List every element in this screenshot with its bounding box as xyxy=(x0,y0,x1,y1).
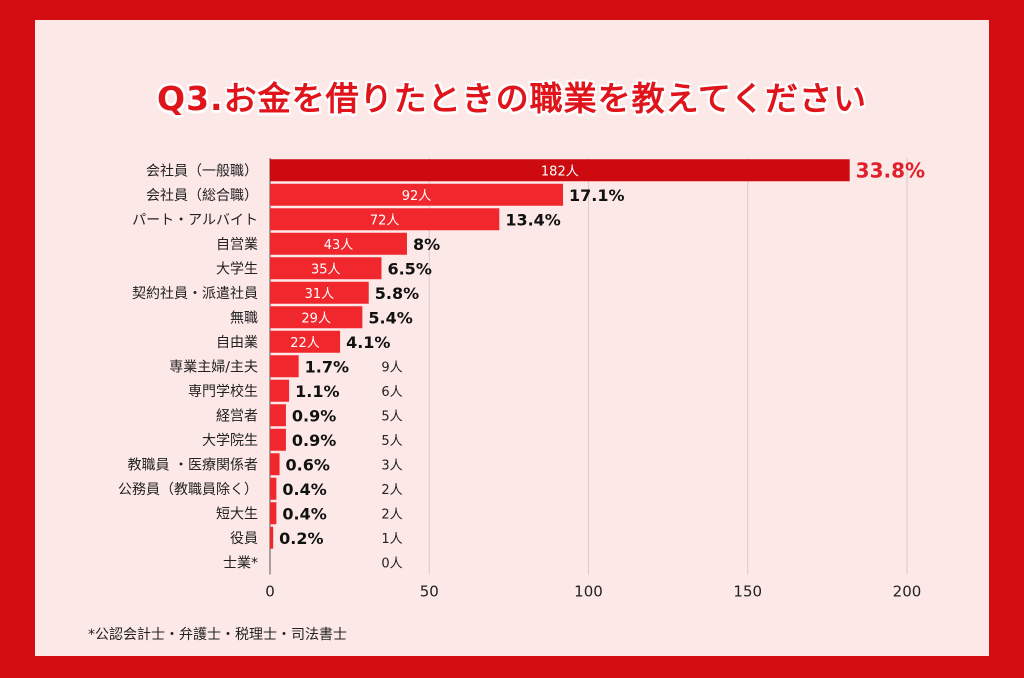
count-label: 31人 xyxy=(305,287,335,302)
percent-label: 5.4% xyxy=(368,308,412,327)
bar xyxy=(270,306,363,329)
x-tick-label: 0 xyxy=(265,583,275,601)
count-label: 3人 xyxy=(381,458,402,473)
bar xyxy=(270,428,286,451)
category-label: 短大生 xyxy=(216,506,258,522)
category-label: 大学生 xyxy=(216,261,258,277)
category-label: 士業* xyxy=(223,555,258,571)
count-label: 1人 xyxy=(381,532,402,547)
category-label: 自由業 xyxy=(216,335,258,351)
category-label: 経営者 xyxy=(216,408,258,424)
count-label: 72人 xyxy=(370,213,400,228)
bar xyxy=(270,526,274,549)
count-label: 6人 xyxy=(381,385,402,400)
category-label: 専業主婦/主夫 xyxy=(169,358,258,375)
percent-label: 8% xyxy=(413,235,440,254)
percent-label: 0.6% xyxy=(286,455,330,474)
percent-label: 1.7% xyxy=(305,357,349,376)
x-tick-label: 150 xyxy=(733,583,762,601)
x-tick-label: 100 xyxy=(574,583,603,601)
percent-label: 13.4% xyxy=(505,210,561,229)
category-label: 会社員（総合職） xyxy=(146,188,258,204)
count-label: 182人 xyxy=(541,164,579,179)
percent-label: 6.5% xyxy=(387,259,431,278)
x-tick-label: 50 xyxy=(420,583,439,601)
count-label: 2人 xyxy=(381,483,402,498)
bar xyxy=(270,379,290,402)
category-label: 自営業 xyxy=(216,237,258,253)
bar xyxy=(270,330,341,353)
count-label: 22人 xyxy=(290,336,320,351)
bar xyxy=(270,502,277,525)
count-label: 92人 xyxy=(402,189,432,204)
count-label: 0人 xyxy=(381,556,402,571)
count-label: 43人 xyxy=(324,238,354,253)
chart-title: Q3.お金を借りたときの職業を教えてください xyxy=(157,79,867,118)
bar xyxy=(270,281,369,304)
bar xyxy=(270,159,850,182)
percent-label: 4.1% xyxy=(346,333,390,352)
category-label: 公務員（教職員除く） xyxy=(118,482,258,498)
percent-label: 0.4% xyxy=(282,480,326,499)
category-label: 会社員（一般職） xyxy=(146,163,258,179)
count-label: 9人 xyxy=(381,360,402,375)
bar xyxy=(270,404,286,427)
percent-label: 1.1% xyxy=(295,382,339,401)
category-label: 役員 xyxy=(230,531,258,547)
category-label: 大学院生 xyxy=(202,433,258,449)
bar xyxy=(270,183,564,206)
percent-label: 33.8% xyxy=(856,158,925,182)
count-label: 5人 xyxy=(381,409,402,424)
count-label: 29人 xyxy=(301,311,331,326)
x-tick-label: 200 xyxy=(893,583,922,601)
chart-panel xyxy=(35,20,989,656)
bar xyxy=(270,477,277,500)
percent-label: 0.9% xyxy=(292,431,336,450)
count-label: 2人 xyxy=(381,507,402,522)
count-label: 35人 xyxy=(311,262,341,277)
bar xyxy=(270,355,299,378)
category-label: 契約社員・派遣社員 xyxy=(132,286,258,302)
category-label: 専門学校生 xyxy=(188,383,258,400)
percent-label: 0.2% xyxy=(279,529,323,548)
bar xyxy=(270,208,500,231)
footnote: *公認会計士・弁護士・税理士・司法書士 xyxy=(88,627,347,643)
category-label: パート・アルバイト xyxy=(132,212,258,228)
percent-label: 5.8% xyxy=(375,284,419,303)
percent-label: 17.1% xyxy=(569,186,625,205)
category-label: 無職 xyxy=(230,310,258,326)
percent-label: 0.9% xyxy=(292,406,336,425)
bar xyxy=(270,232,407,255)
count-label: 5人 xyxy=(381,434,402,449)
bar xyxy=(270,453,280,476)
percent-label: 0.4% xyxy=(282,504,326,523)
bar xyxy=(270,257,382,280)
category-label: 教職員 ・医療関係者 xyxy=(128,456,258,473)
